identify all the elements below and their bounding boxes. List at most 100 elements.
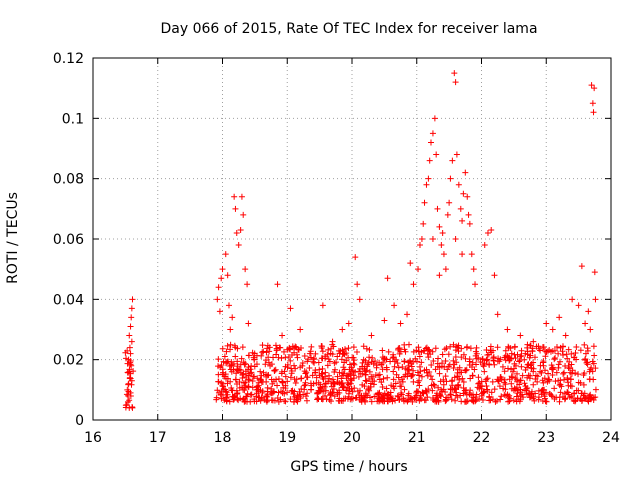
data-point <box>584 359 591 366</box>
data-point <box>439 351 446 358</box>
data-point <box>383 356 390 363</box>
x-tick-label: 19 <box>278 430 296 446</box>
data-point <box>409 395 416 402</box>
data-point <box>473 344 480 351</box>
y-tick-label: 0.02 <box>53 353 84 369</box>
data-point <box>475 374 482 381</box>
data-point <box>505 344 512 351</box>
data-point <box>380 392 387 399</box>
data-point <box>242 266 249 273</box>
data-point <box>452 236 459 242</box>
data-point <box>509 368 516 375</box>
data-point <box>350 360 357 367</box>
data-point <box>341 359 348 366</box>
data-point <box>334 353 341 360</box>
data-point <box>401 346 408 353</box>
data-point <box>282 354 289 361</box>
data-point <box>319 343 326 350</box>
data-point <box>527 362 534 369</box>
axis-ticks: 16 17 18 19 20 21 22 23 24 0 0.02 0.04 0.06 0.08 0.1 0.… <box>53 51 620 446</box>
data-point <box>418 359 425 366</box>
data-point <box>445 351 452 358</box>
data-point <box>304 390 311 397</box>
data-point <box>397 348 404 355</box>
data-point <box>443 378 450 385</box>
data-point <box>423 389 430 396</box>
data-point <box>557 358 564 365</box>
data-point <box>484 229 491 236</box>
data-point <box>216 308 223 315</box>
data-point <box>248 362 255 369</box>
data-point <box>464 193 471 200</box>
data-point <box>129 296 136 303</box>
data-point <box>279 332 286 339</box>
data-point <box>480 389 487 396</box>
data-point <box>228 362 235 369</box>
data-point <box>363 345 370 352</box>
data-point <box>255 379 262 386</box>
data-point <box>263 349 270 356</box>
data-point <box>423 181 430 188</box>
data-point <box>329 341 336 348</box>
data-point <box>561 396 568 403</box>
data-point <box>303 374 310 381</box>
data-point <box>235 367 242 374</box>
data-point <box>539 344 546 351</box>
data-point <box>351 385 358 392</box>
data-point <box>268 390 275 397</box>
data-point <box>462 389 469 396</box>
data-point <box>335 397 342 404</box>
data-point <box>508 350 515 357</box>
data-point <box>319 348 326 355</box>
data-point <box>372 358 379 365</box>
data-point <box>123 355 130 362</box>
data-point <box>350 372 357 379</box>
data-point <box>222 388 229 395</box>
data-point <box>291 376 298 383</box>
data-point <box>476 395 483 402</box>
data-point <box>339 369 346 376</box>
data-point <box>219 382 226 389</box>
data-point <box>534 378 541 385</box>
data-point <box>213 396 220 403</box>
data-point <box>464 343 471 350</box>
data-point <box>274 382 281 389</box>
data-point <box>510 397 517 404</box>
data-point <box>441 346 448 353</box>
x-axis-label: GPS time / hours <box>290 459 407 475</box>
data-point <box>339 326 346 333</box>
data-point <box>460 384 467 391</box>
data-point <box>573 343 580 350</box>
data-point <box>379 394 386 401</box>
data-point <box>404 311 411 318</box>
data-point <box>480 361 487 368</box>
data-point <box>290 390 297 397</box>
data-point <box>435 384 442 391</box>
data-point <box>215 378 222 385</box>
data-point <box>352 395 359 402</box>
data-point <box>223 348 230 355</box>
data-point <box>241 395 248 402</box>
data-point <box>279 378 286 385</box>
data-point <box>377 397 384 404</box>
data-point <box>354 281 361 288</box>
data-point <box>387 358 394 365</box>
data-point <box>442 266 449 273</box>
data-point <box>126 397 133 404</box>
data-point <box>592 365 599 372</box>
data-point <box>348 377 355 384</box>
data-point <box>129 404 136 411</box>
data-point <box>289 343 296 350</box>
data-point <box>341 351 348 358</box>
data-point <box>436 223 443 230</box>
data-point <box>280 348 287 355</box>
data-point <box>423 366 430 373</box>
data-point <box>362 398 369 405</box>
data-point <box>214 296 221 303</box>
data-point <box>454 366 461 373</box>
data-point <box>569 296 576 303</box>
data-point <box>524 341 531 348</box>
data-point <box>474 384 481 391</box>
data-point <box>395 364 402 371</box>
data-point <box>451 374 458 381</box>
